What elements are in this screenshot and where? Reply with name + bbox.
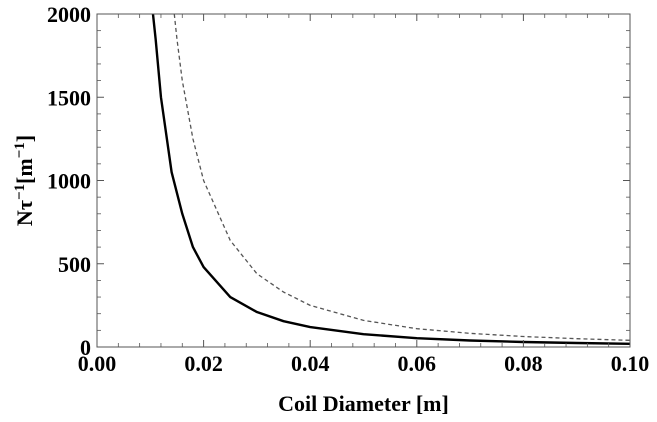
x-tick-label: 0.04 — [291, 351, 330, 376]
series-line-solid — [151, 14, 630, 346]
y-axis-title-close: ] — [12, 135, 37, 142]
x-tick-label: 0.06 — [398, 351, 437, 376]
y-tick-label: 2000 — [47, 2, 91, 27]
x-tick-label: 0.02 — [184, 351, 223, 376]
y-axis-title: Nτ−1[m−1] — [12, 135, 37, 226]
y-axis-title-main: Nτ — [12, 200, 37, 226]
y-tick-label: 500 — [58, 252, 91, 277]
y-tick-label: 1500 — [47, 85, 91, 110]
x-axis-title: Coil Diameter [m] — [278, 391, 449, 416]
y-axis-title-exponent-2: −1 — [12, 142, 28, 158]
x-tick-label: 0.08 — [504, 351, 543, 376]
series-line-dashed — [173, 14, 630, 341]
y-tick-label: 0 — [80, 335, 91, 360]
y-tick-label: 1000 — [47, 169, 91, 194]
plot-frame — [96, 13, 631, 348]
y-axis-title-unit: [m — [12, 158, 37, 184]
y-axis-title-exponent-1: −1 — [12, 184, 28, 200]
x-tick-label: 0.10 — [611, 351, 650, 376]
x-tick-label: 0.00 — [78, 351, 117, 376]
